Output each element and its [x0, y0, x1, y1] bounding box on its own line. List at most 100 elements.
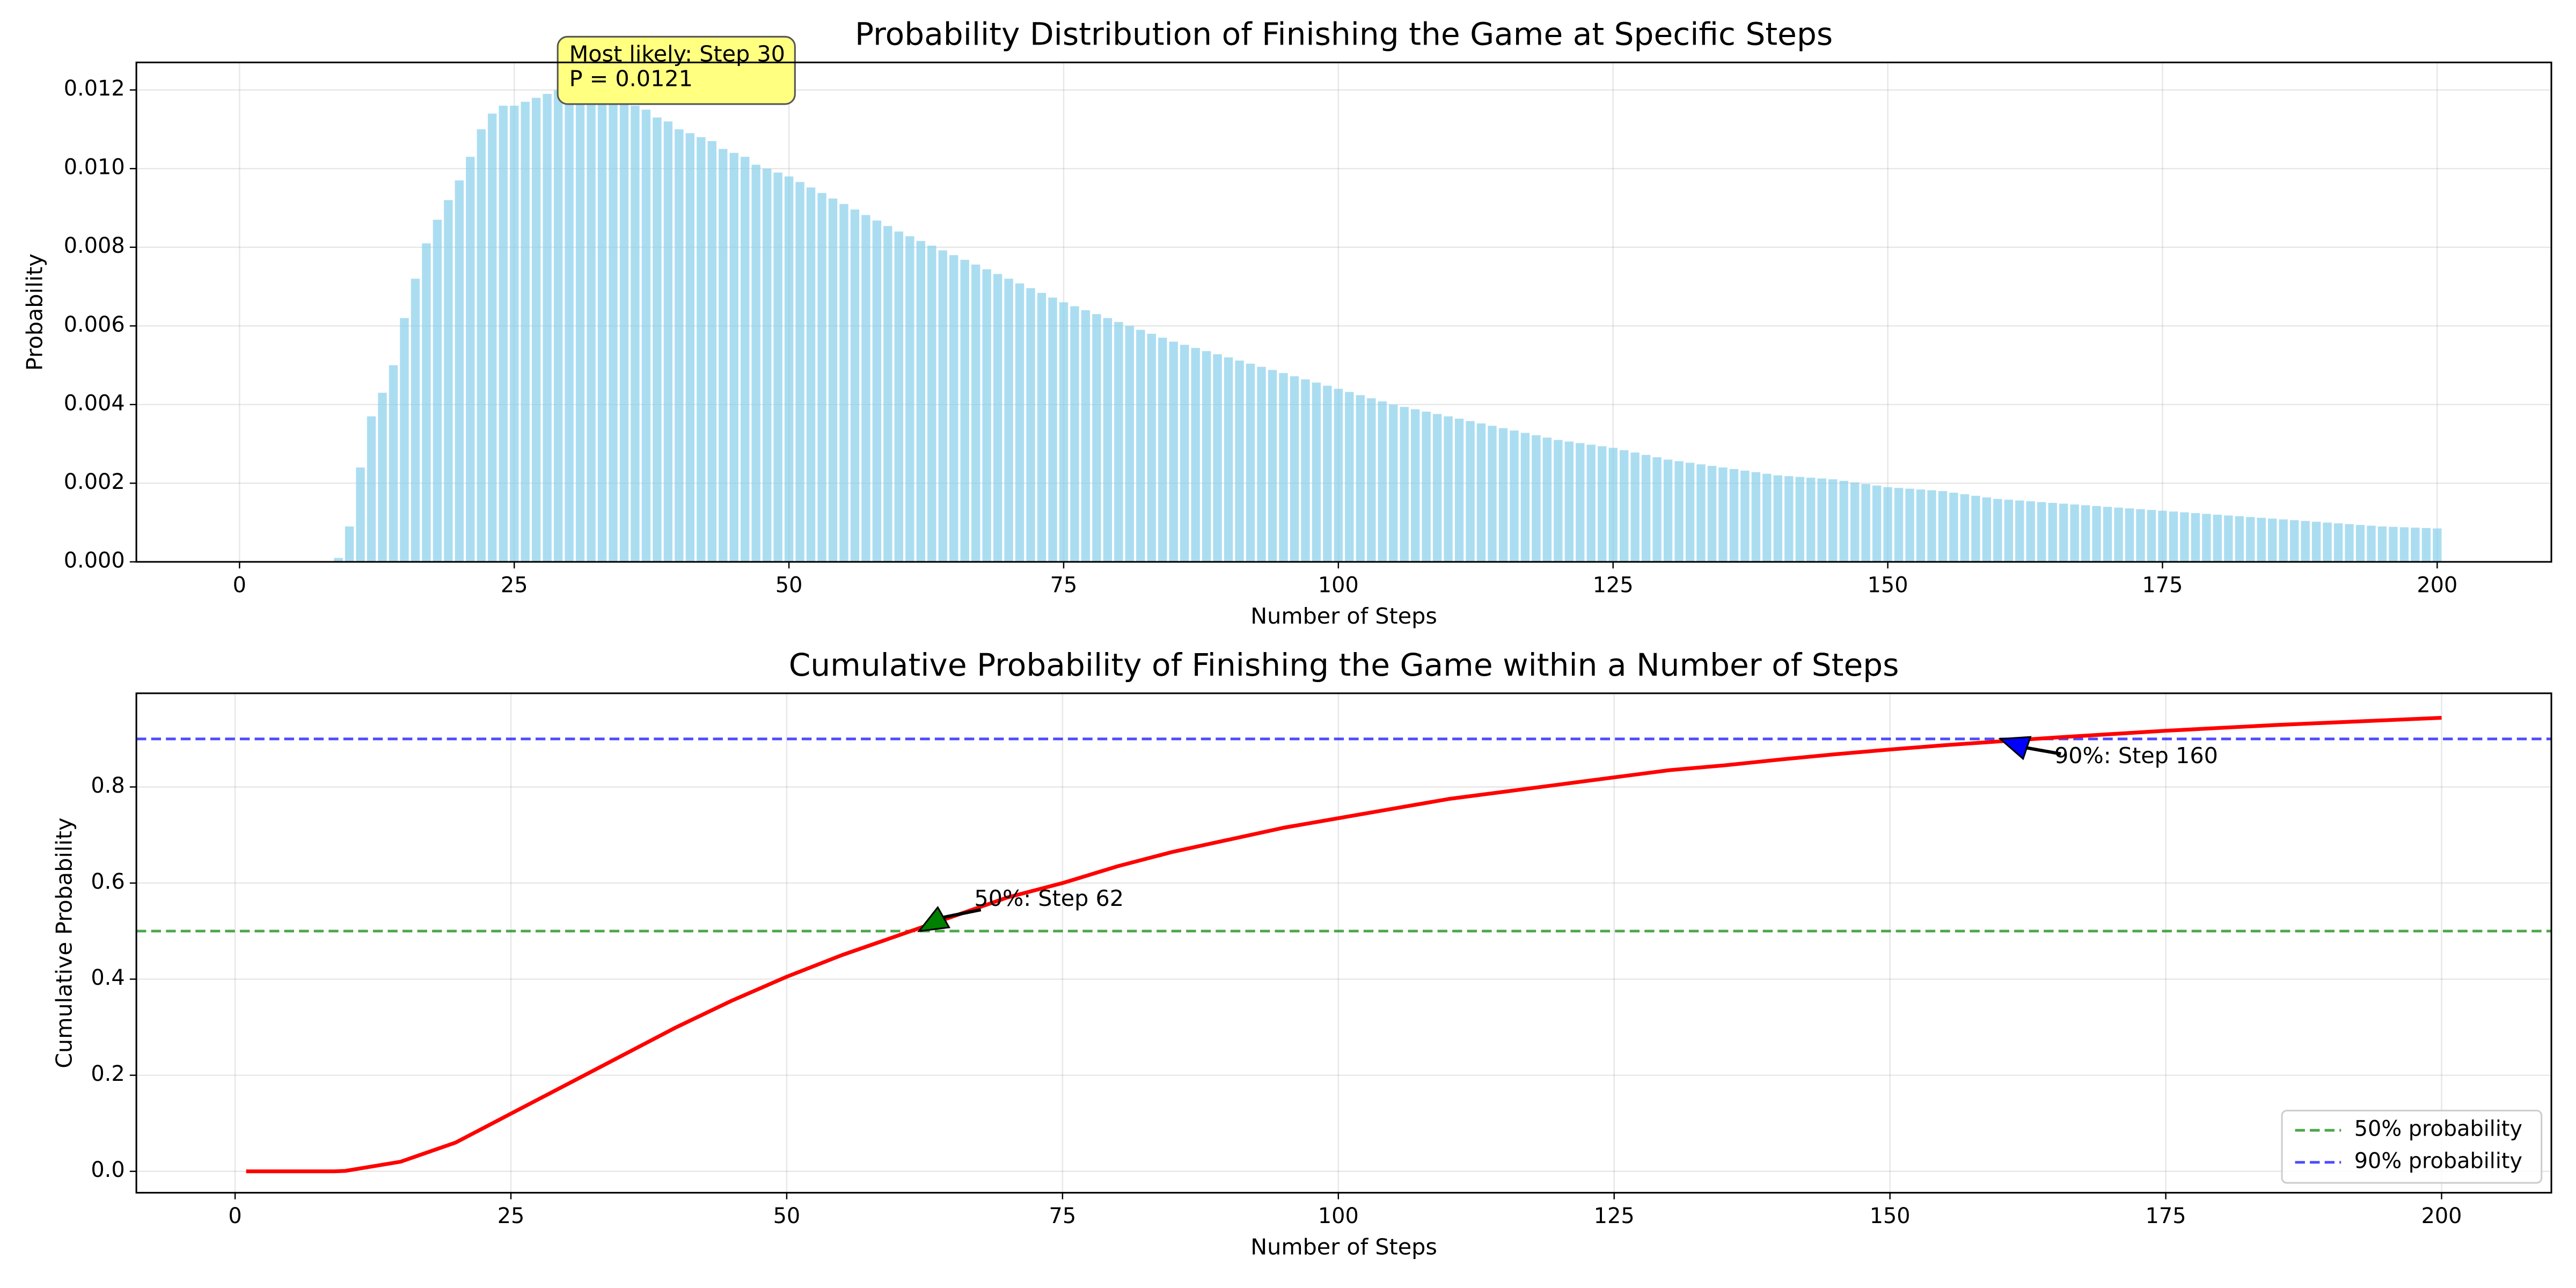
bar: [1059, 302, 1069, 562]
bar: [2070, 504, 2079, 562]
chart-title: Cumulative Probability of Finishing the …: [789, 647, 1899, 683]
bar: [850, 209, 860, 562]
bar: [334, 558, 343, 562]
bar: [1070, 306, 1079, 562]
y-tick-label: 0.004: [64, 391, 125, 415]
arrowhead: [917, 905, 950, 932]
bar: [433, 219, 442, 562]
x-tick-label: 0: [233, 573, 246, 597]
bar: [1817, 478, 1826, 562]
bar: [521, 101, 530, 562]
bar: [400, 318, 409, 562]
bar: [938, 250, 947, 562]
x-tick-label: 150: [1868, 573, 1908, 597]
bar: [2048, 503, 2057, 562]
bar: [1400, 407, 1409, 562]
bar: [828, 198, 838, 562]
bar: [729, 152, 738, 562]
bar: [1466, 421, 1475, 562]
x-tick-label: 125: [1594, 1204, 1635, 1228]
bar: [960, 260, 969, 562]
bar: [773, 172, 782, 562]
bar: [1729, 469, 1739, 562]
bar: [1158, 338, 1167, 562]
bar: [894, 231, 904, 562]
bar: [1169, 341, 1178, 562]
arrowhead: [1998, 736, 2032, 760]
bar: [575, 90, 585, 562]
bar: [1718, 467, 1728, 562]
bar: [631, 105, 640, 562]
bar: [2081, 505, 2090, 562]
bar: [1367, 398, 1376, 562]
x-tick-label: 50: [773, 1204, 801, 1228]
bar: [685, 133, 695, 562]
bar: [1828, 479, 1838, 562]
x-tick-label: 100: [1318, 1204, 1359, 1228]
bar: [1916, 489, 1926, 562]
bar: [1905, 488, 1914, 562]
bar: [1257, 367, 1266, 562]
bar: [1641, 455, 1651, 562]
x-tick-label: 25: [497, 1204, 525, 1228]
bar: [1147, 333, 1156, 562]
bar: [1696, 464, 1706, 562]
bar: [1037, 292, 1046, 562]
bar: [2213, 515, 2222, 562]
bar: [707, 141, 716, 562]
bar: [1740, 470, 1750, 562]
y-tick-label: 0.2: [91, 1062, 125, 1086]
bar: [1444, 416, 1453, 562]
bar: [1971, 495, 1980, 562]
bar: [587, 90, 596, 562]
bar: [1652, 457, 1662, 562]
annotation-text: 50%: Step 62: [974, 885, 1124, 911]
bar: [1707, 466, 1717, 562]
y-axis-label: Cumulative Probability: [51, 817, 77, 1068]
bar: [795, 182, 804, 562]
bar: [488, 113, 497, 562]
bar: [2026, 501, 2035, 562]
bar: [697, 137, 706, 562]
x-tick-label: 75: [1050, 573, 1078, 597]
x-tick-label: 200: [2421, 1204, 2462, 1228]
bar: [499, 105, 508, 562]
bar: [1389, 404, 1398, 562]
bar: [1949, 492, 1958, 562]
y-tick-label: 0.4: [91, 965, 125, 990]
bar: [2355, 525, 2365, 562]
bar: [2323, 522, 2332, 562]
bar: [1476, 423, 1486, 562]
bar: [2224, 515, 2233, 562]
x-axis-label: Number of Steps: [1250, 1234, 1437, 1260]
bar: [2180, 512, 2189, 562]
y-tick-label: 0.6: [91, 869, 125, 894]
legend-label: 50% probability: [2354, 1117, 2522, 1141]
bar: [1191, 348, 1200, 562]
bar: [2367, 525, 2376, 562]
chart-title: Probability Distribution of Finishing th…: [855, 16, 1833, 52]
bar: [1498, 428, 1508, 562]
bar: [2158, 510, 2167, 562]
legend-box: [2281, 1109, 2543, 1184]
bar: [1103, 318, 1113, 562]
bar: [367, 416, 376, 562]
bar: [641, 109, 651, 562]
bar: [444, 200, 453, 562]
bar: [565, 86, 574, 562]
bar: [861, 215, 870, 562]
bar: [1520, 433, 1530, 562]
bar: [927, 245, 936, 562]
bar: [1378, 401, 1387, 562]
bar: [1773, 475, 1783, 562]
bar: [1092, 314, 1101, 562]
bar: [1608, 448, 1618, 562]
annotation: Most likely: Step 30P = 0.0121: [557, 35, 796, 105]
bar: [1323, 385, 1332, 562]
y-tick-label: 0.012: [64, 76, 125, 101]
bar: [455, 180, 464, 562]
bar: [663, 121, 673, 562]
bar: [2136, 509, 2145, 562]
bar: [2169, 511, 2178, 562]
bar: [993, 274, 1002, 562]
